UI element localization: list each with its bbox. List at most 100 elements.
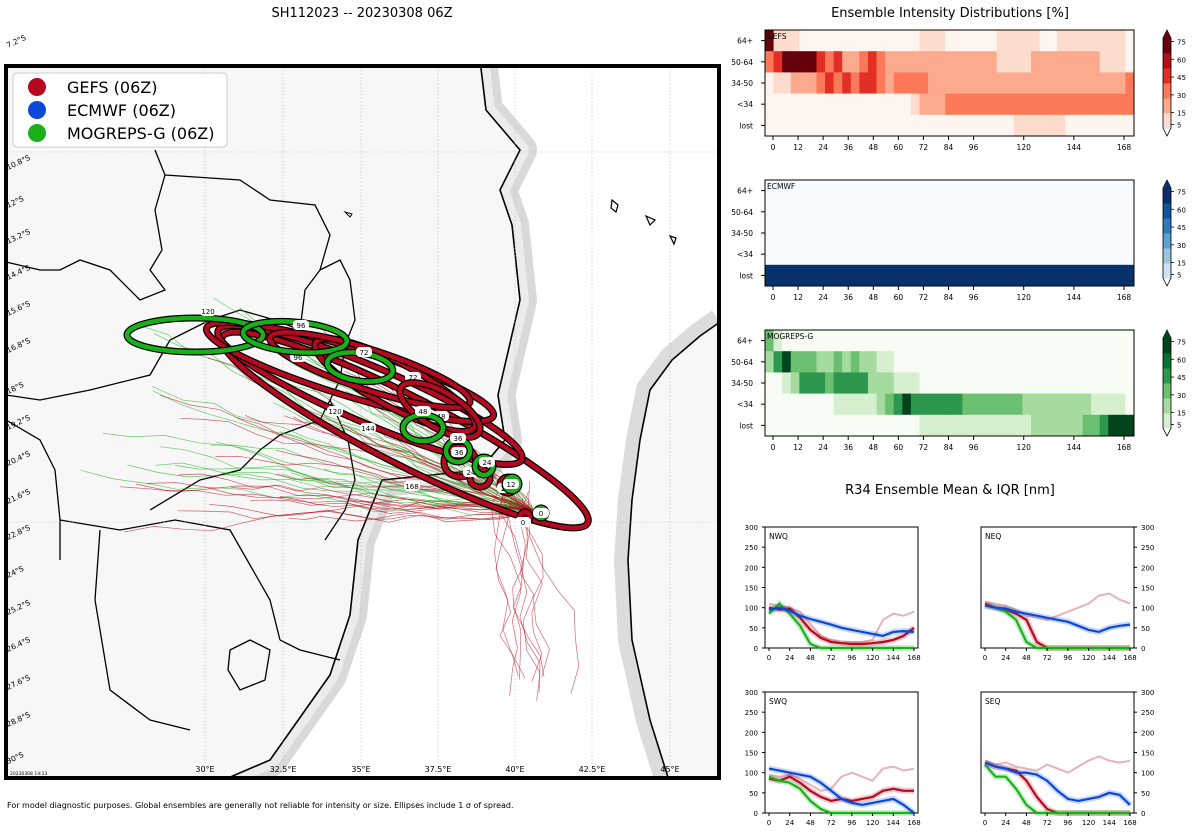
heatmap-cell bbox=[1039, 51, 1049, 73]
heatmap-cell bbox=[996, 51, 1006, 73]
heatmap-cell bbox=[842, 30, 852, 52]
heatmap-cell bbox=[765, 72, 774, 94]
heatmap-cell bbox=[885, 201, 895, 223]
gefs-ellipse-72 bbox=[312, 336, 478, 434]
heatmap-cell bbox=[807, 330, 817, 352]
colorbar-arrow-top bbox=[1163, 180, 1171, 188]
r34-panel-nwq: NWQ 0 24 48 72 96 120 144 168 0 50 100 150 200 250 300 bbox=[745, 524, 921, 662]
heatmap-cell bbox=[782, 222, 792, 244]
heatmap-cell bbox=[850, 330, 860, 352]
r34-xtick-label: 0 bbox=[983, 819, 987, 827]
heatmap-cell bbox=[1082, 93, 1092, 116]
colorbar-tick-label: 5 bbox=[1177, 271, 1181, 279]
heatmap-cell bbox=[1082, 264, 1092, 287]
heatmap-cell bbox=[833, 114, 843, 137]
heatmap-cell bbox=[1082, 180, 1092, 202]
heatmap-cell bbox=[825, 30, 835, 52]
heatmap-cell bbox=[996, 93, 1006, 116]
heatmap-cell bbox=[928, 243, 938, 266]
heatmap-cell bbox=[1056, 264, 1066, 287]
heatmap-cell bbox=[1022, 222, 1032, 244]
r34-ytick-label: 300 bbox=[745, 689, 758, 697]
heatmap-cell bbox=[962, 330, 972, 352]
heatmap-cell bbox=[936, 180, 946, 202]
figure-title: SH112023 -- 20230308 06Z bbox=[271, 6, 452, 21]
r34-ytick-label: 0 bbox=[1141, 645, 1145, 653]
heatmap-cell bbox=[782, 51, 792, 73]
heatmap-cell bbox=[1048, 93, 1058, 116]
heatmap-cell bbox=[945, 93, 955, 116]
heatmap-cell bbox=[807, 243, 817, 266]
heatmap-cell bbox=[1073, 222, 1083, 244]
heatmap-cell bbox=[1091, 264, 1101, 287]
heatmap-cell bbox=[1125, 72, 1135, 94]
heatmap-xtick-label: 24 bbox=[818, 443, 828, 452]
heatmap-row-label: 64+ bbox=[737, 337, 753, 346]
heatmap-xtick-label: 0 bbox=[771, 293, 776, 302]
heatmap-cell bbox=[962, 114, 972, 137]
heatmap-xtick-label: 84 bbox=[944, 293, 954, 302]
heatmap-cell bbox=[1073, 264, 1083, 287]
r34-panel-label: SEQ bbox=[985, 697, 1000, 706]
heatmap-cell bbox=[782, 72, 792, 94]
legend-label: ECMWF (06Z) bbox=[67, 101, 176, 120]
heatmap-cell bbox=[1065, 180, 1075, 202]
heatmap-cell bbox=[1039, 222, 1049, 244]
legend-marker-icon bbox=[28, 78, 46, 96]
r34-series-line bbox=[768, 606, 915, 638]
heatmap-cell bbox=[928, 201, 938, 223]
heatmap-ecmwf: ECMWF 64+ 50-64 34-50 <34 lost 0 12 24 36 48 60 72 84… bbox=[731, 179, 1186, 302]
heatmap-cell bbox=[790, 114, 800, 137]
heatmap-cell bbox=[765, 414, 774, 437]
heatmap-cell bbox=[902, 201, 912, 223]
heatmap-cell bbox=[1091, 330, 1101, 352]
heatmap-cell bbox=[1091, 180, 1101, 202]
colorbar-segment bbox=[1163, 248, 1171, 264]
heatmap-cell bbox=[902, 393, 912, 416]
heatmap-cell bbox=[807, 351, 817, 373]
heatmap-cell bbox=[919, 243, 929, 266]
heatmap-row-label: 64+ bbox=[737, 187, 753, 196]
heatmap-cell bbox=[910, 201, 920, 223]
ellipse-label-box bbox=[356, 347, 372, 357]
heatmap-cell bbox=[833, 180, 843, 202]
heatmap-cell bbox=[765, 30, 774, 52]
heatmap-cell bbox=[1091, 51, 1101, 73]
heatmap-cell bbox=[885, 30, 895, 52]
heatmap-cell bbox=[893, 372, 903, 394]
heatmap-cell bbox=[979, 243, 989, 266]
heatmap-cell bbox=[893, 222, 903, 244]
heatmap-cell bbox=[1082, 114, 1092, 137]
r34-panel-neq: NEQ 0 24 48 72 96 120 144 168 0 50 100 150 200 250 300 bbox=[980, 524, 1154, 662]
heatmap-cell bbox=[859, 72, 869, 94]
heatmap-row-label: lost bbox=[739, 421, 753, 430]
heatmap-cell bbox=[1056, 372, 1066, 394]
ellipse-label: 96 bbox=[294, 354, 303, 362]
heatmap-cell bbox=[1116, 330, 1126, 352]
heatmap-cell bbox=[1099, 330, 1109, 352]
ensemble-track bbox=[178, 473, 536, 513]
heatmap-cell bbox=[1039, 351, 1049, 373]
heatmap-cell bbox=[945, 330, 955, 352]
heatmap-cell bbox=[1082, 30, 1092, 52]
r34-ytick-label: 250 bbox=[1141, 544, 1154, 552]
heatmap-xtick-label: 12 bbox=[793, 293, 803, 302]
heatmap-cell bbox=[979, 201, 989, 223]
colorbar-arrow-top bbox=[1163, 330, 1171, 338]
heatmap-cell bbox=[936, 72, 946, 94]
heatmap-cell bbox=[885, 93, 895, 116]
heatmap-cell bbox=[1022, 243, 1032, 266]
heatmap-cell bbox=[988, 222, 998, 244]
heatmap-cell bbox=[1108, 393, 1118, 416]
heatmap-cell bbox=[893, 180, 903, 202]
heatmap-cell bbox=[765, 243, 774, 266]
heatmap-cell bbox=[910, 351, 920, 373]
r34-ytick-label: 150 bbox=[1141, 585, 1154, 593]
heatmap-cell bbox=[970, 351, 980, 373]
heatmap-cell bbox=[945, 180, 955, 202]
heatmap-cell bbox=[928, 180, 938, 202]
r34-xtick-label: 72 bbox=[1043, 819, 1052, 827]
ensemble-track bbox=[495, 496, 519, 677]
heatmap-cell bbox=[1048, 222, 1058, 244]
